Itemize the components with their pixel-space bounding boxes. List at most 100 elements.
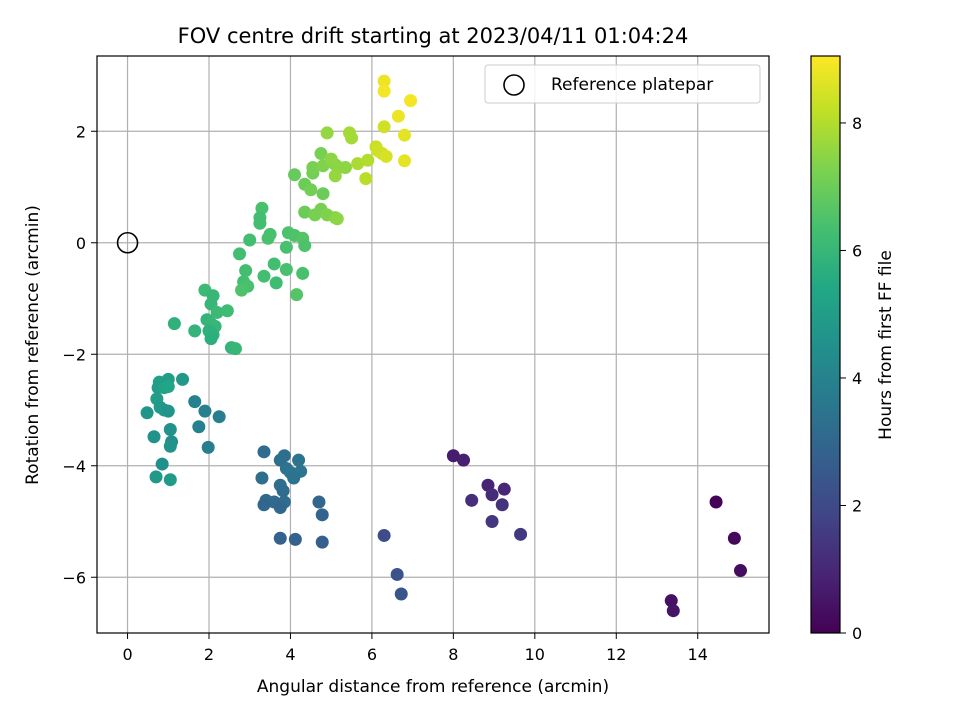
scatter-point xyxy=(192,420,206,434)
scatter-point xyxy=(212,410,226,424)
reference-platepar-point xyxy=(116,231,139,254)
scatter-point xyxy=(457,453,471,467)
scatter-point xyxy=(497,482,511,496)
scatter-point xyxy=(377,120,391,134)
x-tick-label: 12 xyxy=(606,645,626,664)
scatter-point xyxy=(188,324,202,338)
scatter-point xyxy=(377,528,391,542)
scatter-point xyxy=(666,604,680,618)
scatter-point xyxy=(149,470,163,484)
scatter-point xyxy=(277,449,291,463)
x-tick-label: 4 xyxy=(285,645,295,664)
scatter-point xyxy=(315,508,329,522)
colorbar-tick-label: 2 xyxy=(852,496,862,515)
scatter-point xyxy=(394,587,408,601)
scatter-point xyxy=(261,231,275,245)
scatter-point xyxy=(255,471,269,485)
scatter-point xyxy=(306,160,320,174)
scatter-point xyxy=(288,532,302,546)
scatter-point xyxy=(198,404,212,418)
scatter-point xyxy=(298,239,312,253)
colorbar-label: Hours from first FF file xyxy=(876,250,896,440)
scatter-point xyxy=(465,493,479,507)
scatter-point xyxy=(733,564,747,578)
scatter-point xyxy=(253,216,267,230)
colorbar-tick-label: 8 xyxy=(852,114,862,133)
scatter-point xyxy=(257,269,271,283)
scatter-point xyxy=(404,94,418,108)
scatter-point xyxy=(269,276,283,290)
scatter-point xyxy=(155,457,169,471)
scatter-point xyxy=(338,160,352,174)
y-axis-ticks: −6 −4 −2 0 2 xyxy=(62,122,97,587)
scatter-point xyxy=(361,153,375,167)
scatter-point xyxy=(243,233,257,247)
scatter-point xyxy=(485,515,499,529)
scatter-point xyxy=(324,152,338,166)
scatter-point xyxy=(161,380,175,394)
scatter-point xyxy=(390,567,404,581)
scatter-point xyxy=(316,187,330,201)
x-tick-label: 8 xyxy=(448,645,458,664)
scatter-point xyxy=(446,449,460,463)
colorbar-tick-label: 4 xyxy=(852,369,862,388)
scatter-point xyxy=(140,406,154,420)
scatter-point xyxy=(485,488,499,502)
scatter-point xyxy=(167,317,181,331)
scatter-point xyxy=(257,445,271,459)
scatter-point xyxy=(314,147,328,161)
y-tick-label: 0 xyxy=(76,234,86,253)
scatter-point xyxy=(188,395,202,409)
scatter-point xyxy=(276,484,290,498)
scatter-point xyxy=(727,531,741,545)
scatter-point xyxy=(377,84,391,98)
scatter-point xyxy=(220,304,234,318)
scatter-point xyxy=(239,264,253,278)
legend: Reference platepar xyxy=(484,64,761,104)
x-tick-label: 14 xyxy=(688,645,708,664)
scatter-point xyxy=(210,305,224,319)
scatter-point xyxy=(709,495,723,509)
scatter-points xyxy=(140,74,747,618)
scatter-point xyxy=(287,471,301,485)
scatter-point xyxy=(161,404,175,418)
scatter-point xyxy=(279,263,293,277)
chart-title: FOV centre drift starting at 2023/04/11 … xyxy=(178,24,689,48)
x-tick-label: 10 xyxy=(525,645,545,664)
x-tick-label: 6 xyxy=(367,645,377,664)
scatter-point xyxy=(514,527,528,541)
scatter-point xyxy=(351,157,365,171)
grid xyxy=(97,56,769,633)
scatter-point xyxy=(163,439,177,453)
scatter-point xyxy=(320,126,334,140)
legend-label-reference: Reference platepar xyxy=(551,75,713,95)
scatter-point xyxy=(273,531,287,545)
legend-box xyxy=(484,64,761,104)
scatter-point xyxy=(495,498,509,512)
scatter-point xyxy=(315,535,329,549)
x-axis-ticks: 0 2 4 6 8 10 12 14 xyxy=(122,633,708,664)
scatter-point xyxy=(257,498,271,512)
y-tick-label: −4 xyxy=(62,457,86,476)
scatter-point xyxy=(379,149,393,163)
scatter-point xyxy=(330,212,344,226)
x-axis-label: Angular distance from reference (arcmin) xyxy=(257,677,609,697)
scatter-point xyxy=(279,240,293,254)
colorbar: 0 2 4 6 8 Hours from first FF file xyxy=(810,55,896,643)
scatter-point xyxy=(391,109,405,123)
scatter-point xyxy=(345,131,359,145)
y-tick-label: 2 xyxy=(76,122,86,141)
x-tick-label: 2 xyxy=(204,645,214,664)
scatter-point xyxy=(163,423,177,437)
colorbar-gradient xyxy=(810,55,841,634)
colorbar-tick-label: 6 xyxy=(852,241,862,260)
scatter-point xyxy=(664,594,678,608)
scatter-point xyxy=(204,332,218,346)
scatter-point xyxy=(328,169,342,183)
scatter-point xyxy=(147,430,161,444)
scatter-point xyxy=(296,266,310,280)
scatter-point xyxy=(176,372,190,386)
scatter-point xyxy=(397,128,411,142)
scatter-point xyxy=(292,453,306,467)
